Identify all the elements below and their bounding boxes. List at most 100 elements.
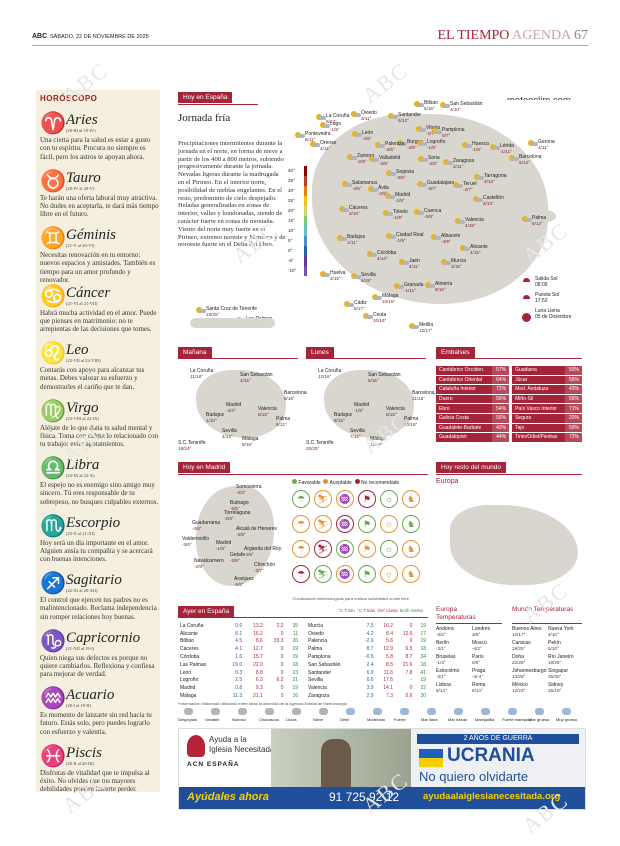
ayer-col-headers: °C T.mín °C T.máx l/m² Lluvia km/h Vient…	[338, 608, 423, 613]
horoscope-sign: ♊ Géminis (21-V al 20-VI) Necesitas renovac…	[40, 227, 158, 284]
moon-icon	[522, 313, 531, 322]
city-temp: -4/6°	[192, 526, 202, 531]
city-temp: -5/8°	[234, 582, 244, 587]
ayer-value: 6.5	[405, 646, 413, 653]
city-name: Badajoz	[206, 412, 225, 418]
city-name: Huesca	[472, 141, 489, 147]
ayer-value: 2.2	[276, 622, 284, 629]
world-city: Lisboa	[436, 682, 451, 688]
world-temp: 0/5°	[472, 660, 481, 665]
partly-cloudy-icon	[418, 156, 428, 162]
map-city: La Coruña 5/13°	[326, 113, 349, 124]
horoscope-sign: ♏ Escorpio (23-X al 21-XI) Hoy será un día …	[40, 515, 158, 571]
sun-moon-box: Salida Sol 08:09 Puesta Sol 17:52 Luna L…	[535, 276, 595, 320]
table-row: Oviedo 4.2 8.4 12.6 17	[306, 630, 428, 638]
horoscope-panel: HORÓSCOPO ♈ Aries (20-III al 19-IV) Una cie…	[36, 90, 160, 793]
madrid-city: Torrelaguna -2/6°	[224, 510, 250, 521]
horoscope-sign: ♎ Libra (23-IX al 22-X) El espejo no es ene…	[40, 457, 158, 513]
partly-cloudy-icon	[409, 323, 419, 329]
map-city: Huelva 4/15°	[330, 270, 346, 281]
partly-cloudy-icon	[490, 144, 500, 150]
ad-phone[interactable]: 91 725 92 12	[329, 790, 400, 804]
map-city: Sevilla 5/15°	[361, 272, 376, 283]
city-temp: -3/8°	[236, 532, 246, 537]
ayer-rule	[178, 617, 428, 618]
city-name: Navalcarnero	[194, 558, 224, 564]
madrid-city: Guadarrama -4/6°	[192, 520, 220, 531]
partly-cloudy-icon	[431, 234, 441, 240]
sign-name: Piscis	[66, 744, 102, 761]
madrid-city: Arganda del Rey -4/8°	[244, 546, 281, 557]
zodiac-6-icon: ♍	[40, 398, 67, 423]
world-temp: 19/26°	[548, 660, 562, 665]
cloud-shape	[465, 144, 472, 148]
ayer-label: Ayer en España	[178, 606, 235, 617]
embalse-name: Galicia Costa	[436, 413, 492, 424]
ayer-value: 13.2	[253, 622, 263, 629]
ayer-value: 12.9	[383, 646, 393, 653]
mundo-rule	[512, 623, 582, 624]
lunes-city: La Coruña 12/16°	[318, 368, 341, 379]
map-city: Lugo -1/9°	[330, 121, 341, 132]
partly-cloudy-icon	[310, 141, 320, 147]
city-temp: 4/13°	[222, 434, 233, 439]
sign-text: Quien niega sus defectos es porque no qu…	[40, 653, 155, 679]
world-city: Nueva York	[548, 626, 574, 632]
col-tmin: °C T.mín	[338, 608, 355, 613]
map-city: Gerona 4/11°	[538, 139, 555, 150]
weather-legend-icon	[238, 708, 247, 715]
city-name: La Coruña	[326, 113, 350, 119]
partly-cloudy-icon	[347, 154, 357, 160]
embalse-name: Med. Andaluza	[510, 384, 565, 395]
city-name: Almería	[435, 281, 453, 287]
ayer-city: San Sebastián	[308, 661, 341, 668]
city-name: Getafe	[230, 552, 246, 558]
hoy-espana-rule	[178, 104, 258, 105]
map-city: Toledo -1/9°	[393, 209, 408, 220]
city-name: Castellón	[483, 195, 504, 201]
ayer-value: 3.9	[366, 685, 374, 692]
ad-cta[interactable]: Ayúdales ahora	[187, 791, 269, 803]
cloud-shape	[388, 195, 395, 199]
ayer-value: 19	[420, 677, 426, 684]
cloud-shape	[444, 261, 451, 265]
table-row: Cantábrico Oriental 64% Júcar 56%	[436, 375, 582, 386]
europe-land	[450, 505, 578, 585]
world-temp: 25/30°	[548, 674, 562, 679]
ukraine-flag-icon	[419, 749, 443, 767]
city-temp: 8/15°	[258, 412, 269, 417]
zodiac-11-icon: ♒	[40, 686, 67, 710]
cloud-shape	[313, 143, 320, 147]
city-name: Santander	[398, 112, 422, 118]
sign-dates: (20-I al 19-II)	[66, 703, 91, 708]
city-name: Alicante	[470, 244, 488, 250]
scale-label: 15°	[288, 218, 295, 223]
cloud-shape	[456, 184, 463, 188]
embalse-name: Duero	[436, 394, 492, 405]
ayer-city: Valencia	[308, 685, 327, 692]
manana-city: Sevilla 4/13°	[222, 428, 237, 439]
cloud-shape	[340, 237, 347, 241]
ad-url[interactable]: ayudaalaiglesianecesitada.org	[423, 791, 561, 802]
weather-legend-icon	[373, 708, 382, 715]
scale-swatch	[304, 256, 307, 266]
city-name: Granada	[404, 282, 424, 288]
world-temp: -4/-4°	[472, 674, 484, 679]
table-row: Murcia 7.5 16.2 0 19	[306, 622, 428, 630]
ad-cta-bar[interactable]: Ayúdales ahora 91 725 92 12 ayudaalaigle…	[179, 787, 585, 809]
city-name: León	[362, 130, 374, 136]
partly-cloudy-icon	[522, 216, 532, 222]
city-temp: -3/5°	[396, 175, 406, 180]
icon-legend-label: Muy gruesa	[556, 717, 577, 722]
partly-cloudy-icon	[443, 159, 453, 165]
cloud-shape	[347, 303, 354, 307]
ad-banner[interactable]: Ayuda a la Iglesia Necesitada ACN ESPAÑA…	[178, 728, 586, 810]
sign-dates: (20-IV al 20-V)	[66, 185, 95, 191]
cloud-shape	[531, 142, 538, 146]
city-name: Sevilla	[222, 428, 237, 434]
lunes-city: S.C.Tenerife 20/25°	[306, 440, 334, 451]
weather-legend-icon	[481, 708, 490, 715]
ayer-table-left: La Coruña 9.6 13.2 2.2 35 Alicante 8.1 16.2 0 11 B…	[178, 622, 300, 700]
sign-name: Virgo	[66, 399, 99, 416]
city-name: Valladolid	[379, 155, 401, 161]
